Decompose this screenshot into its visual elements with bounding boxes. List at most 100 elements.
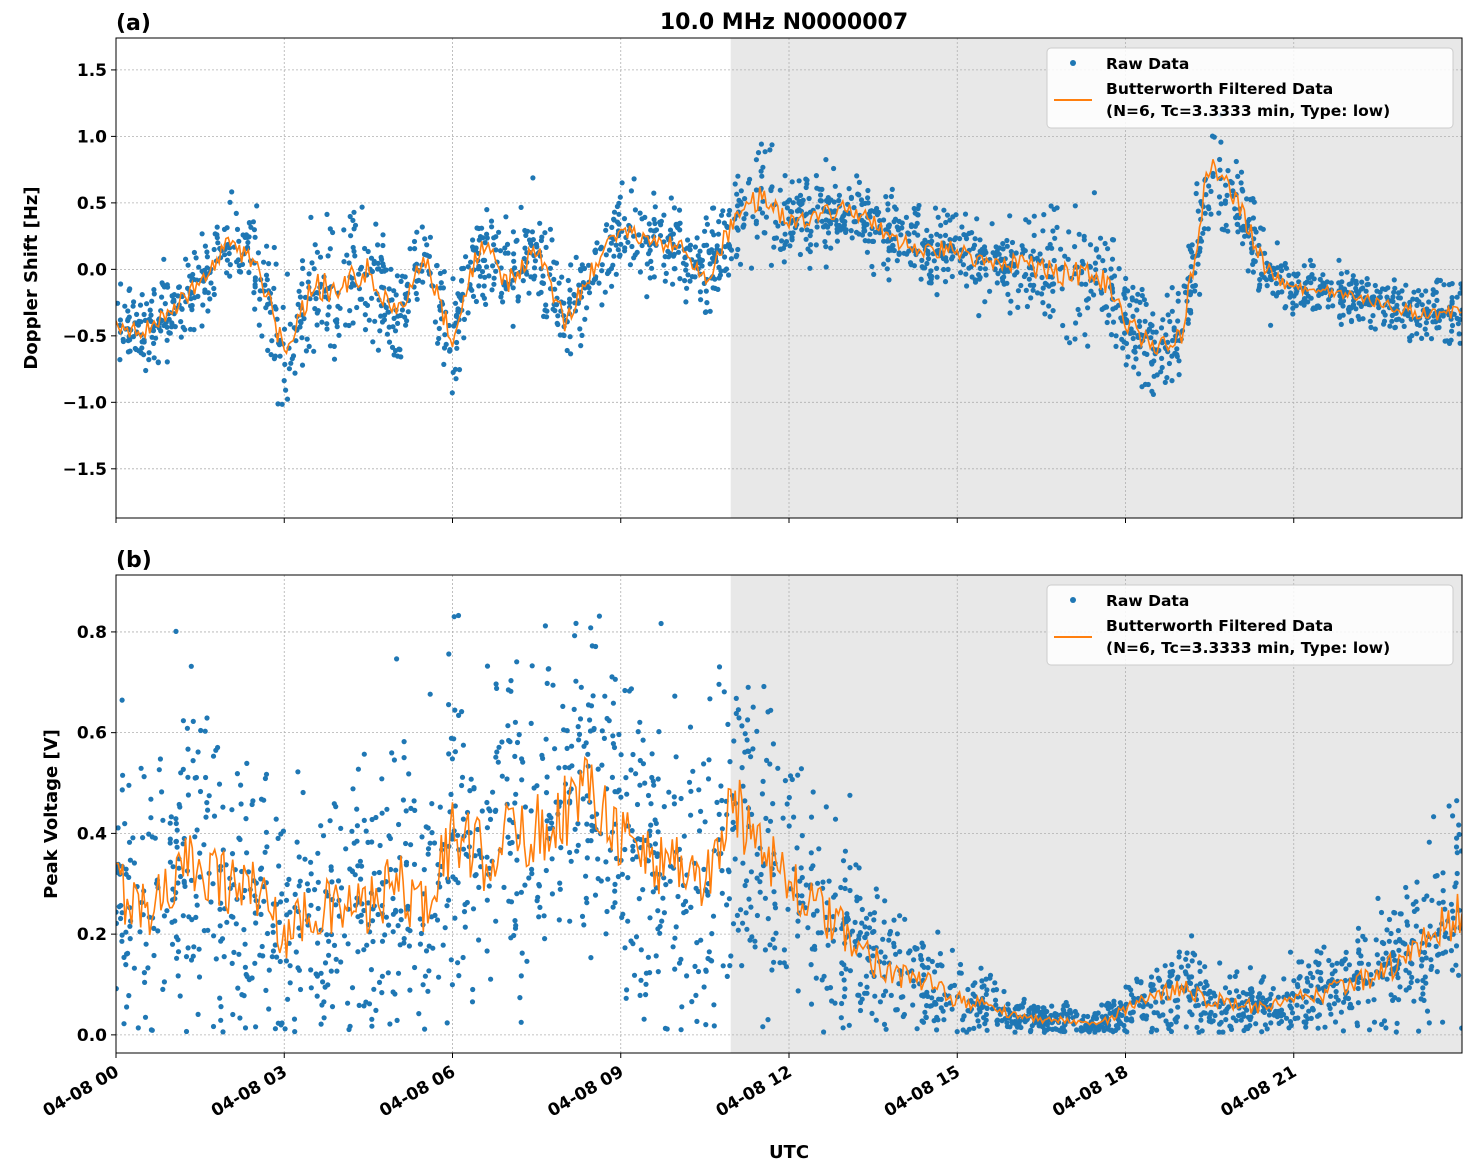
raw-point bbox=[586, 262, 592, 268]
raw-point bbox=[547, 265, 554, 271]
raw-point bbox=[1278, 1013, 1284, 1019]
raw-point bbox=[161, 256, 167, 262]
raw-point bbox=[264, 243, 270, 249]
raw-point bbox=[842, 877, 848, 883]
raw-point bbox=[750, 214, 756, 220]
raw-point bbox=[1434, 325, 1440, 331]
raw-point bbox=[905, 230, 911, 236]
raw-point bbox=[893, 951, 899, 957]
raw-point bbox=[957, 236, 963, 242]
raw-point bbox=[1283, 1015, 1290, 1021]
raw-point bbox=[286, 366, 292, 372]
raw-point bbox=[1085, 343, 1091, 349]
raw-point bbox=[1218, 139, 1224, 145]
raw-point bbox=[902, 916, 908, 922]
raw-point bbox=[208, 280, 214, 286]
raw-point bbox=[1008, 249, 1014, 255]
raw-point bbox=[508, 935, 514, 941]
raw-point bbox=[838, 1015, 844, 1021]
raw-point bbox=[675, 893, 681, 900]
raw-point bbox=[190, 271, 196, 278]
raw-point bbox=[983, 976, 989, 982]
raw-point bbox=[608, 240, 615, 246]
raw-point bbox=[207, 296, 213, 302]
raw-point bbox=[1434, 969, 1440, 975]
raw-point bbox=[1426, 299, 1432, 305]
raw-point bbox=[880, 936, 886, 942]
raw-point bbox=[1031, 213, 1037, 219]
raw-point bbox=[1236, 994, 1242, 1000]
raw-point bbox=[847, 865, 853, 871]
raw-point bbox=[1001, 274, 1007, 280]
raw-point bbox=[1423, 320, 1429, 326]
raw-point bbox=[493, 681, 499, 687]
raw-point bbox=[514, 739, 521, 746]
raw-point bbox=[1067, 1008, 1073, 1014]
raw-point bbox=[581, 922, 587, 928]
raw-point bbox=[885, 257, 891, 263]
raw-point bbox=[493, 247, 499, 253]
raw-point bbox=[1279, 267, 1285, 274]
raw-point bbox=[357, 858, 363, 864]
raw-point bbox=[577, 716, 584, 722]
raw-point bbox=[218, 938, 224, 944]
raw-point bbox=[1359, 279, 1365, 285]
raw-point bbox=[165, 284, 171, 290]
raw-point bbox=[1364, 276, 1370, 282]
raw-point bbox=[189, 917, 195, 923]
raw-point bbox=[121, 1021, 127, 1027]
raw-point bbox=[722, 268, 728, 274]
raw-point bbox=[1446, 282, 1452, 288]
raw-point bbox=[1004, 280, 1010, 286]
raw-point bbox=[499, 739, 505, 745]
raw-point bbox=[1187, 307, 1194, 314]
raw-point bbox=[716, 681, 722, 687]
raw-point bbox=[748, 265, 755, 271]
raw-point bbox=[670, 281, 676, 287]
raw-point bbox=[913, 946, 919, 952]
raw-point bbox=[376, 979, 383, 986]
raw-point bbox=[1411, 908, 1417, 915]
raw-point bbox=[965, 986, 971, 993]
raw-point bbox=[947, 217, 953, 223]
raw-point bbox=[643, 992, 649, 998]
raw-point bbox=[637, 992, 643, 999]
raw-point bbox=[126, 993, 132, 999]
raw-point bbox=[591, 277, 598, 283]
raw-point bbox=[370, 938, 376, 945]
raw-point bbox=[264, 844, 270, 850]
raw-point bbox=[686, 779, 693, 785]
raw-point bbox=[1454, 835, 1460, 841]
raw-point bbox=[1379, 1021, 1385, 1027]
raw-point bbox=[341, 259, 347, 265]
raw-point bbox=[490, 789, 496, 795]
raw-point bbox=[191, 249, 197, 256]
raw-point bbox=[357, 296, 363, 302]
raw-point bbox=[1128, 1017, 1134, 1023]
raw-point bbox=[599, 302, 605, 308]
raw-point bbox=[1249, 250, 1255, 256]
raw-point bbox=[701, 984, 707, 990]
raw-point bbox=[483, 301, 489, 307]
raw-point bbox=[460, 954, 466, 961]
raw-point bbox=[1060, 322, 1066, 329]
raw-point bbox=[1085, 1013, 1091, 1020]
raw-point bbox=[193, 893, 199, 899]
raw-point bbox=[840, 1025, 846, 1031]
raw-point bbox=[1456, 972, 1462, 978]
raw-point bbox=[347, 308, 353, 314]
raw-point bbox=[385, 309, 392, 315]
raw-point bbox=[1224, 192, 1230, 198]
raw-point bbox=[567, 849, 573, 856]
raw-point bbox=[859, 906, 865, 913]
raw-point bbox=[176, 284, 182, 290]
raw-point bbox=[204, 265, 210, 271]
raw-point bbox=[355, 766, 361, 772]
raw-point bbox=[1109, 237, 1116, 243]
raw-point bbox=[1299, 959, 1305, 965]
raw-point bbox=[618, 752, 624, 758]
raw-point bbox=[564, 347, 570, 354]
raw-point bbox=[1365, 961, 1372, 967]
raw-point bbox=[628, 767, 634, 773]
raw-point bbox=[1074, 1012, 1080, 1018]
